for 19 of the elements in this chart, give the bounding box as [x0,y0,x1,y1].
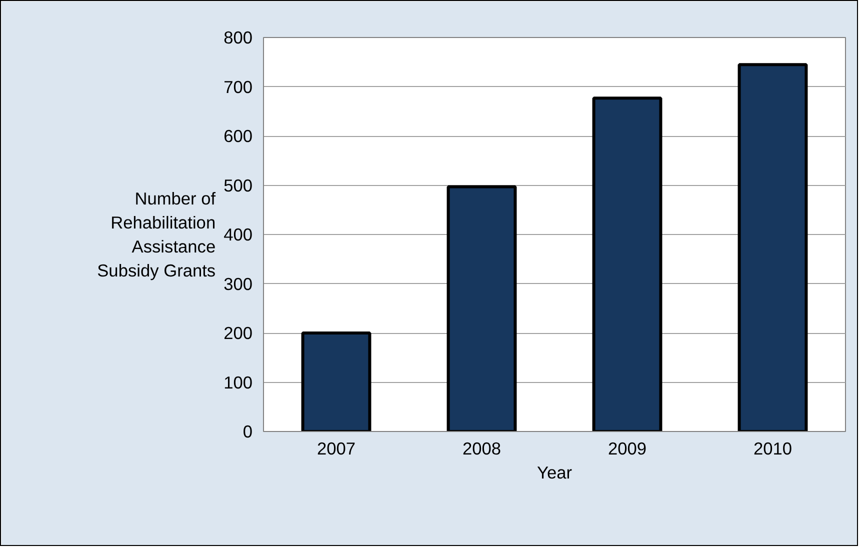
x-tick-label: 2009 [608,438,647,458]
y-tick-label: 200 [224,323,253,343]
y-axis-title: Number of Rehabilitation Assistance Subsidy Grants [97,188,216,280]
y-tick-label: 800 [224,28,253,48]
y-tick-label: 300 [224,274,253,294]
bar [592,96,662,432]
bar [738,63,808,432]
y-tick-label: 100 [224,372,253,392]
x-tick-label: 2007 [316,438,356,458]
y-tick-label: 400 [224,224,253,244]
y-tick-label: 0 [242,422,253,442]
x-tick-label: 2010 [753,438,792,458]
y-tick-label: 500 [224,175,253,196]
bar [301,332,372,432]
x-tick-label: 2008 [462,438,502,458]
x-axis-title: Year [536,462,572,482]
y-tick-label: 700 [224,76,253,97]
y-tick-label: 600 [224,126,253,146]
bar [446,185,517,432]
